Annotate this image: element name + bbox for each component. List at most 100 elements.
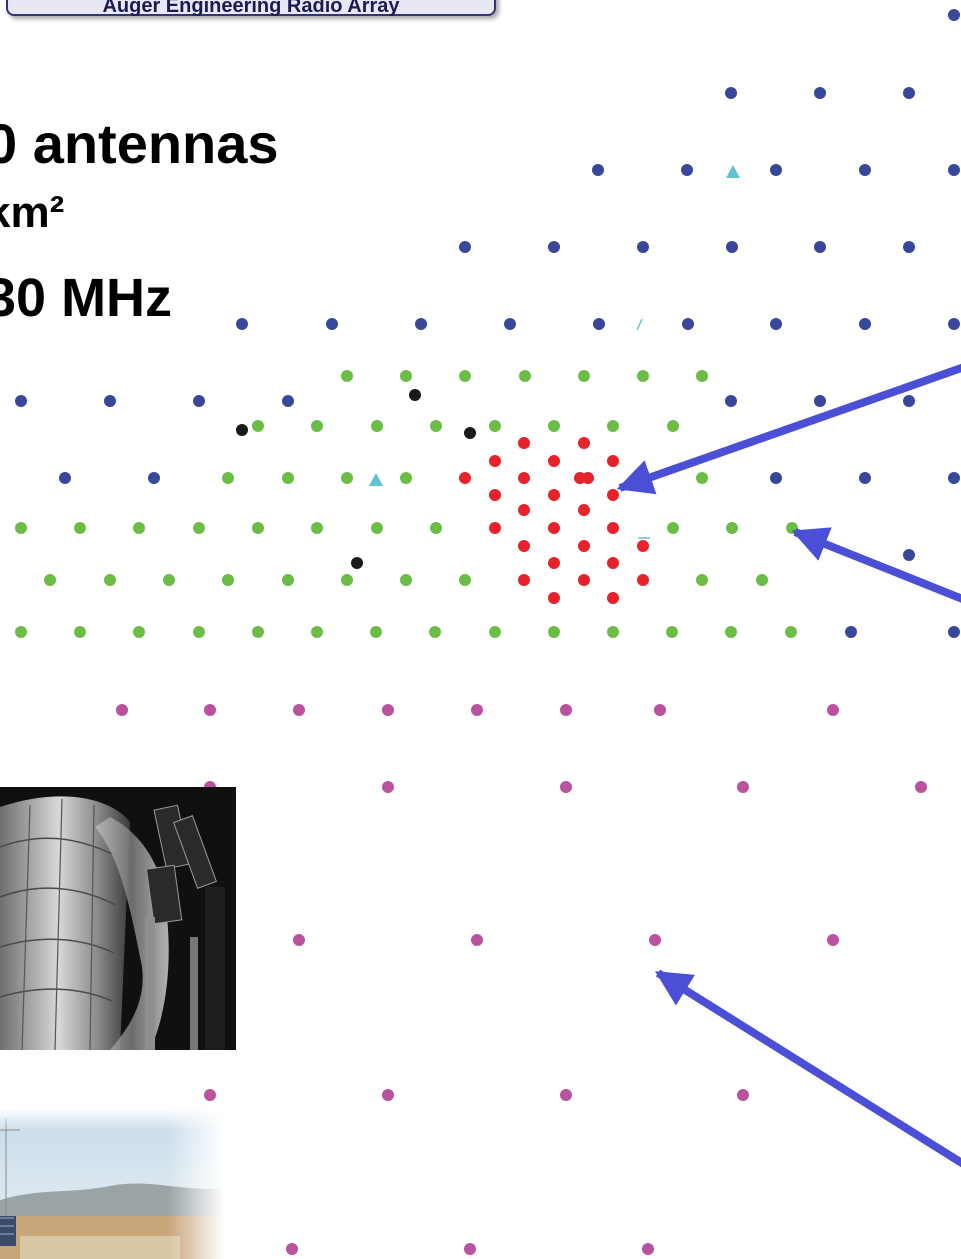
station-green bbox=[519, 370, 531, 382]
station-magenta bbox=[642, 1243, 654, 1255]
station-blue bbox=[770, 164, 782, 176]
station-blue bbox=[15, 395, 27, 407]
station-green bbox=[282, 472, 294, 484]
station-magenta bbox=[293, 704, 305, 716]
station-blue bbox=[770, 472, 782, 484]
station-green bbox=[489, 626, 501, 638]
station-green bbox=[696, 574, 708, 586]
station-red bbox=[607, 522, 619, 534]
station-blue bbox=[637, 241, 649, 253]
station-magenta bbox=[116, 704, 128, 716]
station-red bbox=[607, 592, 619, 604]
station-red bbox=[607, 489, 619, 501]
station-green bbox=[429, 626, 441, 638]
station-blue bbox=[903, 395, 915, 407]
site-photo bbox=[0, 1108, 224, 1259]
station-green bbox=[607, 626, 619, 638]
station-green bbox=[578, 370, 590, 382]
station-red bbox=[548, 455, 560, 467]
station-green bbox=[548, 420, 560, 432]
station-red bbox=[578, 437, 590, 449]
marker-triangle bbox=[369, 473, 383, 486]
station-magenta bbox=[382, 1089, 394, 1101]
station-blue bbox=[948, 472, 960, 484]
station-blue bbox=[59, 472, 71, 484]
station-blue bbox=[948, 164, 960, 176]
station-red bbox=[489, 455, 501, 467]
station-red bbox=[607, 557, 619, 569]
station-red bbox=[489, 489, 501, 501]
station-blue bbox=[459, 241, 471, 253]
station-magenta bbox=[293, 934, 305, 946]
station-blue bbox=[845, 626, 857, 638]
marker-tick bbox=[636, 318, 643, 331]
station-red bbox=[518, 437, 530, 449]
station-green bbox=[725, 626, 737, 638]
station-blue bbox=[903, 549, 915, 561]
station-black bbox=[409, 389, 421, 401]
station-blue bbox=[903, 87, 915, 99]
station-green bbox=[696, 472, 708, 484]
station-green bbox=[459, 370, 471, 382]
station-blue bbox=[725, 395, 737, 407]
station-green bbox=[341, 574, 353, 586]
station-red bbox=[578, 504, 590, 516]
station-blue bbox=[948, 9, 960, 21]
station-green bbox=[15, 626, 27, 638]
station-red bbox=[637, 574, 649, 586]
arrow-to-red-cluster bbox=[616, 363, 961, 495]
station-magenta bbox=[382, 781, 394, 793]
station-blue bbox=[148, 472, 160, 484]
station-blue bbox=[548, 241, 560, 253]
station-blue bbox=[236, 318, 248, 330]
station-blue bbox=[104, 395, 116, 407]
station-green bbox=[311, 522, 323, 534]
station-green bbox=[548, 626, 560, 638]
title-text: Auger Engineering Radio Array bbox=[102, 0, 400, 17]
station-green bbox=[696, 370, 708, 382]
station-green bbox=[341, 472, 353, 484]
station-blue bbox=[948, 318, 960, 330]
station-red bbox=[548, 592, 560, 604]
station-blue bbox=[814, 395, 826, 407]
arrow-to-green-stations bbox=[791, 527, 961, 603]
station-blue bbox=[504, 318, 516, 330]
station-magenta bbox=[204, 704, 216, 716]
title-banner: Auger Engineering Radio Array bbox=[6, 0, 496, 16]
station-green bbox=[430, 522, 442, 534]
station-black bbox=[351, 557, 363, 569]
station-red bbox=[489, 522, 501, 534]
station-magenta bbox=[654, 704, 666, 716]
station-red bbox=[518, 504, 530, 516]
station-green bbox=[193, 522, 205, 534]
station-red bbox=[459, 472, 471, 484]
station-red bbox=[607, 455, 619, 467]
station-magenta bbox=[382, 704, 394, 716]
station-magenta bbox=[471, 704, 483, 716]
station-blue bbox=[814, 241, 826, 253]
station-green bbox=[785, 626, 797, 638]
station-green bbox=[756, 574, 768, 586]
station-green bbox=[400, 574, 412, 586]
station-green bbox=[193, 626, 205, 638]
station-blue bbox=[770, 318, 782, 330]
station-green bbox=[252, 626, 264, 638]
station-green bbox=[74, 626, 86, 638]
station-green bbox=[607, 420, 619, 432]
station-blue bbox=[193, 395, 205, 407]
station-red bbox=[548, 557, 560, 569]
station-blue bbox=[282, 395, 294, 407]
station-blue bbox=[859, 318, 871, 330]
station-blue bbox=[725, 87, 737, 99]
station-blue bbox=[726, 241, 738, 253]
station-blue bbox=[681, 164, 693, 176]
station-black bbox=[464, 427, 476, 439]
station-red bbox=[582, 472, 594, 484]
station-magenta bbox=[737, 781, 749, 793]
station-red bbox=[548, 489, 560, 501]
antenna-count-text: 0 antennas bbox=[0, 112, 279, 175]
station-magenta bbox=[464, 1243, 476, 1255]
station-black bbox=[236, 424, 248, 436]
station-blue bbox=[326, 318, 338, 330]
